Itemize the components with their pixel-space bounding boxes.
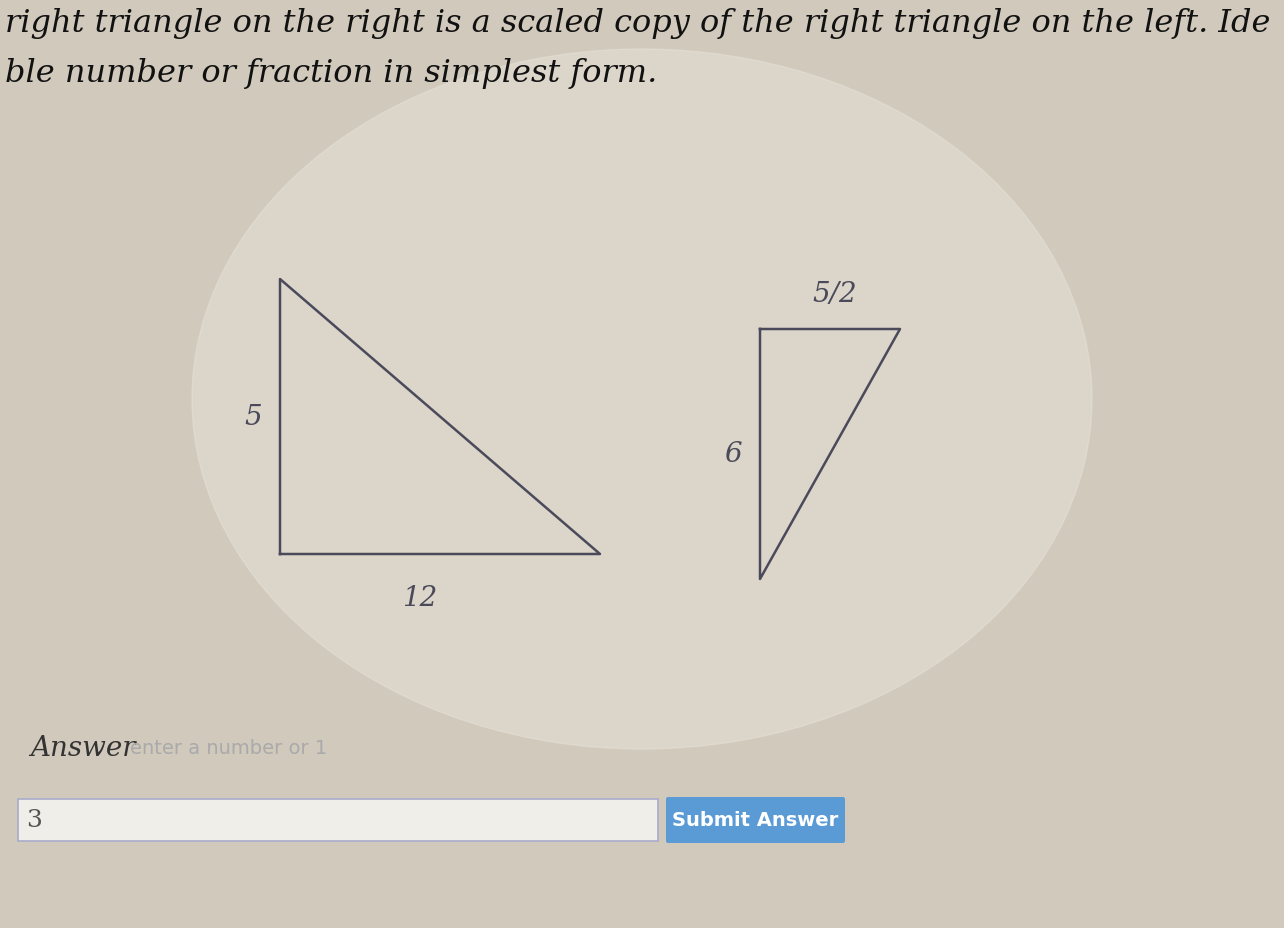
FancyBboxPatch shape bbox=[666, 797, 845, 844]
Text: 5/2: 5/2 bbox=[813, 280, 858, 308]
Ellipse shape bbox=[193, 50, 1091, 749]
Text: ble number or fraction in simplest form.: ble number or fraction in simplest form. bbox=[5, 58, 657, 89]
FancyBboxPatch shape bbox=[18, 799, 657, 841]
Text: Answer: Answer bbox=[30, 734, 136, 761]
Text: enter a number or 1: enter a number or 1 bbox=[130, 738, 327, 756]
Text: 12: 12 bbox=[402, 585, 438, 612]
Text: 5: 5 bbox=[244, 404, 262, 431]
Text: right triangle on the right is a scaled copy of the right triangle on the left. : right triangle on the right is a scaled … bbox=[5, 8, 1270, 39]
Text: 3: 3 bbox=[26, 808, 42, 831]
Text: 6: 6 bbox=[724, 441, 742, 468]
Text: Submit Answer: Submit Answer bbox=[673, 811, 838, 830]
